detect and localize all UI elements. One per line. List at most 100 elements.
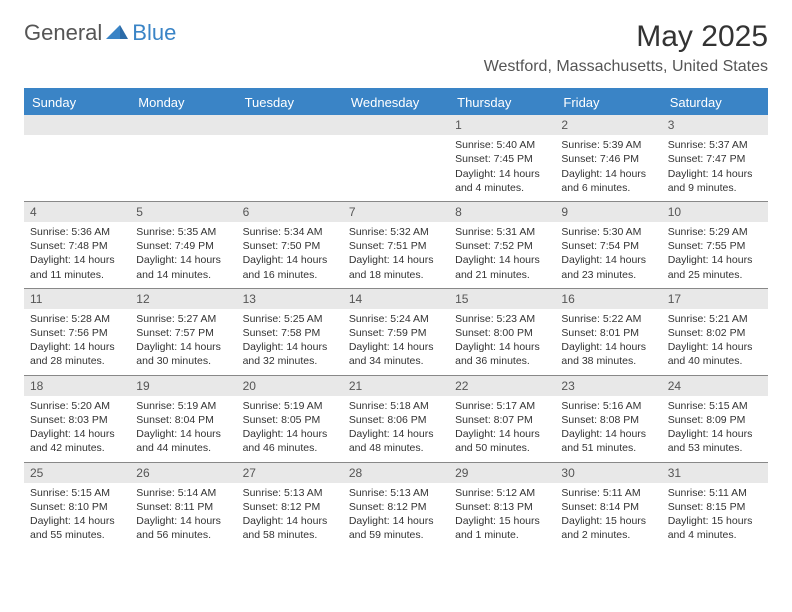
day-number: 17	[662, 289, 768, 309]
sunset-text: Sunset: 7:58 PM	[243, 326, 337, 340]
sunrise-text: Sunrise: 5:20 AM	[30, 399, 124, 413]
sunset-text: Sunset: 8:15 PM	[668, 500, 762, 514]
day-cell: 15Sunrise: 5:23 AMSunset: 8:00 PMDayligh…	[449, 289, 555, 375]
sunrise-text: Sunrise: 5:32 AM	[349, 225, 443, 239]
sunrise-text: Sunrise: 5:28 AM	[30, 312, 124, 326]
day-number: 22	[449, 376, 555, 396]
day-body: Sunrise: 5:39 AMSunset: 7:46 PMDaylight:…	[555, 135, 661, 201]
day-cell: 10Sunrise: 5:29 AMSunset: 7:55 PMDayligh…	[662, 202, 768, 288]
day-number: 2	[555, 115, 661, 135]
sunset-text: Sunset: 7:54 PM	[561, 239, 655, 253]
day-number: 16	[555, 289, 661, 309]
day-cell: 5Sunrise: 5:35 AMSunset: 7:49 PMDaylight…	[130, 202, 236, 288]
day-cell: 25Sunrise: 5:15 AMSunset: 8:10 PMDayligh…	[24, 463, 130, 549]
sunset-text: Sunset: 7:56 PM	[30, 326, 124, 340]
sunrise-text: Sunrise: 5:17 AM	[455, 399, 549, 413]
day-cell: 23Sunrise: 5:16 AMSunset: 8:08 PMDayligh…	[555, 376, 661, 462]
daylight-text: Daylight: 14 hours and 36 minutes.	[455, 340, 549, 368]
day-body: Sunrise: 5:19 AMSunset: 8:04 PMDaylight:…	[130, 396, 236, 462]
day-cell: 28Sunrise: 5:13 AMSunset: 8:12 PMDayligh…	[343, 463, 449, 549]
sunrise-text: Sunrise: 5:30 AM	[561, 225, 655, 239]
day-body: Sunrise: 5:27 AMSunset: 7:57 PMDaylight:…	[130, 309, 236, 375]
daylight-text: Daylight: 14 hours and 14 minutes.	[136, 253, 230, 281]
sunrise-text: Sunrise: 5:24 AM	[349, 312, 443, 326]
week-row: 11Sunrise: 5:28 AMSunset: 7:56 PMDayligh…	[24, 288, 768, 375]
sunset-text: Sunset: 7:45 PM	[455, 152, 549, 166]
daylight-text: Daylight: 14 hours and 42 minutes.	[30, 427, 124, 455]
sunrise-text: Sunrise: 5:19 AM	[243, 399, 337, 413]
sunset-text: Sunset: 7:48 PM	[30, 239, 124, 253]
sunrise-text: Sunrise: 5:40 AM	[455, 138, 549, 152]
day-body: Sunrise: 5:19 AMSunset: 8:05 PMDaylight:…	[237, 396, 343, 462]
daylight-text: Daylight: 14 hours and 40 minutes.	[668, 340, 762, 368]
sunrise-text: Sunrise: 5:18 AM	[349, 399, 443, 413]
sunrise-text: Sunrise: 5:16 AM	[561, 399, 655, 413]
calendar-grid: SundayMondayTuesdayWednesdayThursdayFrid…	[24, 88, 768, 548]
daylight-text: Daylight: 14 hours and 50 minutes.	[455, 427, 549, 455]
day-number: 3	[662, 115, 768, 135]
day-cell: 13Sunrise: 5:25 AMSunset: 7:58 PMDayligh…	[237, 289, 343, 375]
day-body: Sunrise: 5:13 AMSunset: 8:12 PMDaylight:…	[237, 483, 343, 549]
day-number: 25	[24, 463, 130, 483]
sunset-text: Sunset: 8:03 PM	[30, 413, 124, 427]
sunset-text: Sunset: 8:04 PM	[136, 413, 230, 427]
day-body: Sunrise: 5:35 AMSunset: 7:49 PMDaylight:…	[130, 222, 236, 288]
day-cell: 29Sunrise: 5:12 AMSunset: 8:13 PMDayligh…	[449, 463, 555, 549]
day-cell: 1Sunrise: 5:40 AMSunset: 7:45 PMDaylight…	[449, 115, 555, 201]
week-row: 25Sunrise: 5:15 AMSunset: 8:10 PMDayligh…	[24, 462, 768, 549]
day-body: Sunrise: 5:12 AMSunset: 8:13 PMDaylight:…	[449, 483, 555, 549]
day-number: 1	[449, 115, 555, 135]
day-body: Sunrise: 5:15 AMSunset: 8:10 PMDaylight:…	[24, 483, 130, 549]
day-header: Thursday	[449, 90, 555, 115]
sunset-text: Sunset: 8:11 PM	[136, 500, 230, 514]
sunset-text: Sunset: 7:57 PM	[136, 326, 230, 340]
day-cell: 21Sunrise: 5:18 AMSunset: 8:06 PMDayligh…	[343, 376, 449, 462]
day-number: 24	[662, 376, 768, 396]
day-cell: 14Sunrise: 5:24 AMSunset: 7:59 PMDayligh…	[343, 289, 449, 375]
sunrise-text: Sunrise: 5:12 AM	[455, 486, 549, 500]
sunrise-text: Sunrise: 5:35 AM	[136, 225, 230, 239]
daylight-text: Daylight: 14 hours and 25 minutes.	[668, 253, 762, 281]
day-cell: 9Sunrise: 5:30 AMSunset: 7:54 PMDaylight…	[555, 202, 661, 288]
day-number: 18	[24, 376, 130, 396]
day-body: Sunrise: 5:17 AMSunset: 8:07 PMDaylight:…	[449, 396, 555, 462]
day-cell	[237, 115, 343, 201]
sunrise-text: Sunrise: 5:29 AM	[668, 225, 762, 239]
day-cell	[343, 115, 449, 201]
day-number: 7	[343, 202, 449, 222]
logo: General Blue	[24, 20, 176, 46]
daylight-text: Daylight: 14 hours and 44 minutes.	[136, 427, 230, 455]
sunset-text: Sunset: 7:47 PM	[668, 152, 762, 166]
sunrise-text: Sunrise: 5:23 AM	[455, 312, 549, 326]
day-number: 19	[130, 376, 236, 396]
month-title: May 2025	[484, 20, 768, 54]
sunrise-text: Sunrise: 5:34 AM	[243, 225, 337, 239]
day-body: Sunrise: 5:24 AMSunset: 7:59 PMDaylight:…	[343, 309, 449, 375]
sunset-text: Sunset: 7:59 PM	[349, 326, 443, 340]
empty-daynum-bar	[24, 115, 130, 135]
day-cell: 3Sunrise: 5:37 AMSunset: 7:47 PMDaylight…	[662, 115, 768, 201]
page-header: General Blue May 2025 Westford, Massachu…	[24, 20, 768, 76]
day-body: Sunrise: 5:32 AMSunset: 7:51 PMDaylight:…	[343, 222, 449, 288]
daylight-text: Daylight: 14 hours and 59 minutes.	[349, 514, 443, 542]
sunrise-text: Sunrise: 5:27 AM	[136, 312, 230, 326]
day-body: Sunrise: 5:14 AMSunset: 8:11 PMDaylight:…	[130, 483, 236, 549]
calendar-page: General Blue May 2025 Westford, Massachu…	[0, 0, 792, 568]
day-number: 27	[237, 463, 343, 483]
sunrise-text: Sunrise: 5:15 AM	[668, 399, 762, 413]
day-number: 14	[343, 289, 449, 309]
day-number: 20	[237, 376, 343, 396]
daylight-text: Daylight: 14 hours and 32 minutes.	[243, 340, 337, 368]
day-number: 13	[237, 289, 343, 309]
day-body: Sunrise: 5:18 AMSunset: 8:06 PMDaylight:…	[343, 396, 449, 462]
day-number: 4	[24, 202, 130, 222]
day-cell: 6Sunrise: 5:34 AMSunset: 7:50 PMDaylight…	[237, 202, 343, 288]
daylight-text: Daylight: 14 hours and 21 minutes.	[455, 253, 549, 281]
weeks-container: 1 Sunrise: 5:40 AMSunset: 7:45 PM Daylight…	[24, 115, 768, 548]
sunset-text: Sunset: 7:51 PM	[349, 239, 443, 253]
day-body: Sunrise: 5:28 AMSunset: 7:56 PMDaylight:…	[24, 309, 130, 375]
sunrise-text: Sunrise: 5:31 AM	[455, 225, 549, 239]
day-cell	[24, 115, 130, 201]
day-number: 31	[662, 463, 768, 483]
logo-text-general: General	[24, 20, 102, 46]
